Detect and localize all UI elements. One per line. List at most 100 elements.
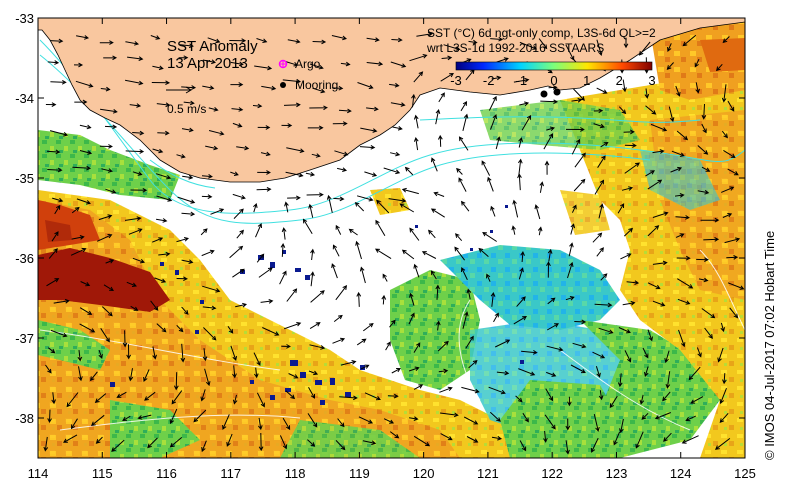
temperature-contours [39, 249, 745, 431]
current-arrow [518, 267, 524, 280]
current-arrow [285, 61, 299, 67]
current-arrow [430, 208, 445, 218]
current-arrow [517, 158, 523, 177]
mooring-marker[interactable] [540, 90, 548, 98]
mean-ssh-contours [39, 39, 745, 224]
current-arrow [413, 136, 419, 151]
current-arrow [465, 335, 474, 349]
current-arrow [122, 415, 131, 422]
current-arrow [236, 145, 250, 151]
current-arrow [547, 297, 556, 305]
current-arrow [696, 257, 709, 262]
current-arrow [490, 205, 496, 217]
current-arrow [493, 312, 499, 323]
current-arrow [618, 327, 631, 334]
current-arrow [335, 285, 348, 301]
current-arrow [647, 282, 661, 290]
current-arrow [150, 300, 159, 311]
current-arrow [227, 326, 234, 334]
current-arrow [312, 87, 326, 94]
current-arrow [310, 271, 315, 287]
current-arrow [130, 187, 148, 193]
current-arrow [383, 167, 401, 175]
current-arrow [283, 322, 302, 330]
current-arrow [638, 41, 651, 56]
current-arrow [235, 302, 248, 308]
current-arrow [513, 77, 530, 83]
current-arrow [156, 102, 171, 108]
current-arrow [435, 284, 441, 300]
current-arrow [490, 114, 497, 130]
current-arrow [230, 61, 244, 67]
current-arrow [53, 298, 70, 304]
current-arrow [624, 162, 640, 174]
scale-label: 0.5 m/s [167, 102, 207, 116]
current-arrow [125, 41, 140, 46]
current-arrow [340, 360, 357, 366]
current-arrow [435, 108, 441, 125]
current-arrow [652, 260, 668, 266]
current-arrow [47, 60, 60, 65]
current-arrow [623, 37, 629, 49]
current-arrow [232, 193, 246, 200]
current-arrow [326, 194, 333, 213]
mooring-marker[interactable] [553, 88, 561, 96]
current-arrow [336, 167, 348, 172]
current-arrow [152, 148, 164, 154]
current-arrow [413, 114, 419, 129]
current-arrow [652, 300, 666, 307]
current-arrow [727, 282, 745, 290]
current-arrow [331, 85, 344, 91]
current-arrow [309, 322, 321, 330]
current-arrow [521, 349, 538, 355]
current-arrow [613, 431, 621, 446]
current-arrow [722, 213, 733, 218]
current-arrow [681, 435, 699, 444]
current-arrow [519, 440, 527, 452]
current-arrow [546, 371, 557, 377]
current-arrow [593, 413, 600, 432]
current-arrow [600, 141, 609, 148]
current-arrow [496, 370, 510, 376]
current-arrow [49, 38, 64, 44]
current-arrow [647, 225, 660, 237]
current-arrow [623, 227, 634, 237]
current-arrow [143, 369, 150, 382]
current-arrow [546, 323, 559, 331]
current-arrow [230, 171, 239, 176]
current-arrow [538, 38, 548, 50]
current-arrow [458, 177, 467, 192]
current-arrow [574, 319, 587, 325]
current-arrow [654, 412, 671, 420]
current-arrow [253, 367, 259, 379]
current-arrow [260, 299, 274, 304]
current-arrow [594, 302, 613, 308]
current-arrow [78, 366, 83, 382]
current-arrow [73, 62, 84, 68]
current-arrow [306, 192, 324, 198]
current-arrow [208, 107, 219, 112]
current-arrow [201, 173, 213, 179]
current-arrow [495, 136, 501, 150]
current-arrow [284, 201, 289, 213]
current-arrow [279, 270, 287, 285]
current-arrow [441, 55, 453, 61]
current-arrow [307, 413, 318, 428]
current-arrow [49, 130, 69, 137]
current-arrow [565, 418, 571, 431]
current-arrow [232, 394, 238, 405]
current-arrow [258, 432, 264, 452]
current-arrow [181, 306, 189, 315]
current-arrow [125, 149, 145, 154]
current-arrow [482, 232, 497, 242]
current-arrow [724, 237, 741, 244]
current-arrow [258, 417, 263, 431]
current-arrow [421, 251, 437, 259]
current-arrow [152, 237, 164, 243]
current-arrow [103, 55, 118, 61]
current-arrow [340, 61, 351, 67]
current-arrow [302, 218, 313, 235]
colorbar-tick: 0 [550, 73, 558, 88]
current-arrow [89, 371, 98, 382]
current-arrow [729, 307, 739, 319]
